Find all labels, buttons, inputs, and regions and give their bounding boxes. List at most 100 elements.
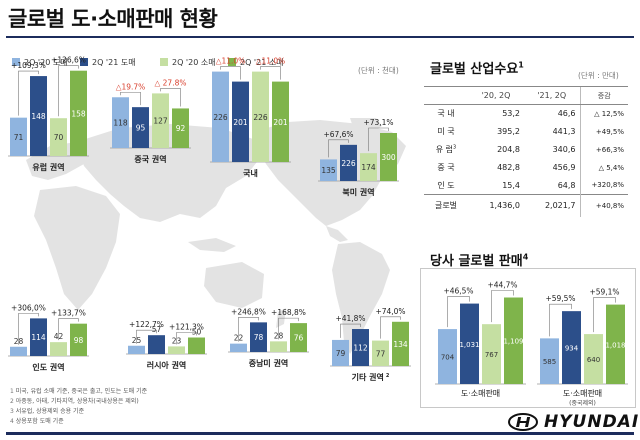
bar-value-label: 95 — [136, 124, 146, 133]
bar — [30, 318, 47, 356]
wholesale-change-label: +59,5% — [545, 294, 575, 303]
table-cell-2q21: 64,8 — [557, 180, 576, 190]
wholesale-change-label: +122,7% — [129, 320, 164, 329]
sales-group-ex-china: 585 934 640 1,018 +59,5% +59,1% 도·소매판매(중국제외) — [537, 288, 628, 407]
bar — [70, 323, 87, 356]
bar — [360, 153, 377, 181]
wholesale-change-label: +67,6% — [323, 130, 353, 139]
legend-swatch — [160, 58, 168, 66]
bar-value-label: 300 — [381, 153, 396, 162]
title-divider — [6, 36, 634, 38]
bar-value-label: 134 — [393, 340, 408, 349]
table-cell-2q20: 53,2 — [502, 109, 520, 119]
region-chart-latin-america: 22 78 28 76+246,8% +168,8%중남미 권역 — [228, 307, 309, 368]
bar-value-label: 78 — [254, 333, 264, 342]
region-title: 중국 권역 — [134, 154, 166, 164]
wholesale-change-label: +109,3% — [11, 61, 46, 70]
map-africa — [34, 186, 120, 310]
change-bracket — [368, 127, 389, 152]
change-bracket — [136, 329, 157, 344]
bar-value-label: 226 — [213, 113, 228, 122]
bar — [232, 81, 249, 162]
region-title: 중남미 권역 — [249, 358, 289, 368]
bar — [562, 311, 581, 384]
map-central-america — [326, 226, 348, 242]
bar — [438, 329, 457, 384]
bar-value-label: 148 — [31, 112, 46, 121]
change-bracket — [58, 318, 79, 341]
industry-demand-table: '20, 2Q '21, 2Q 증감 국 내 53,2 46,6 △ 12,5%… — [424, 86, 628, 217]
bar-value-label: 158 — [71, 109, 86, 118]
bar-value-label: 201 — [273, 118, 288, 127]
change-bracket — [120, 91, 141, 106]
footnote-2: 2 아중동, 아태, 기타지역, 상용차(국내상용은 제외) — [10, 397, 147, 407]
group-sublabel: (중국제외) — [569, 399, 596, 407]
table-cell-2q21: 456,9 — [552, 163, 576, 172]
legend-label: 2Q '21 도매 — [92, 57, 136, 67]
footnote-1: 1 미국, 유럽 소매 기준, 중국은 출고, 인도는 도매 기준 — [10, 387, 147, 397]
bar — [112, 97, 129, 148]
global-sales-title: 당사 글로벌 판매4 — [430, 250, 528, 269]
industry-demand-title: 글로벌 산업수요1 — [430, 58, 524, 77]
legend-item-2q21-retail: 2Q '21 소매 — [228, 56, 284, 68]
bar — [212, 71, 229, 162]
table-row: 미 국 395,2 441,3 +49,5% — [424, 122, 628, 141]
table-header-2q21: '21, 2Q — [524, 86, 580, 105]
bar-value-label: 127 — [153, 117, 168, 126]
map-australia — [204, 262, 264, 308]
bar — [152, 93, 169, 148]
bar — [168, 346, 185, 354]
legend-item-2q20-wholesale: 2Q '20 도매 — [12, 56, 68, 68]
bar — [392, 321, 409, 366]
table-row: 국 내 53,2 46,6 △ 12,5% — [424, 104, 628, 123]
map-greenland — [350, 118, 382, 134]
global-sales-frame — [420, 268, 636, 408]
retail-change-label: +44,7% — [487, 280, 517, 289]
wholesale-change-label: +306,0% — [11, 303, 46, 312]
bar-value-label: 79 — [336, 349, 346, 358]
change-bracket — [593, 297, 616, 333]
bar — [172, 108, 189, 148]
retail-change-label: +74,0% — [375, 307, 405, 316]
legend-label: 2Q '20 도매 — [24, 57, 68, 67]
change-bracket — [549, 303, 572, 337]
group-label: 도·소매판매 — [461, 389, 500, 398]
table-cell-region: 유 럽3 — [424, 141, 468, 159]
bar-value-label: 934 — [565, 345, 579, 353]
change-bracket — [18, 70, 39, 116]
bar — [252, 71, 269, 162]
change-bracket — [491, 290, 514, 323]
bar-value-label: 114 — [31, 333, 46, 342]
table-cell-change: +66,3% — [579, 140, 628, 159]
bar-value-label: 201 — [233, 118, 248, 127]
bar — [128, 345, 145, 354]
footnote-text: 서유럽, 상용제외 승용 기준 — [15, 408, 85, 415]
table-row: 유 럽3 204,8 340,6 +66,3% — [424, 140, 628, 159]
bar-value-label: 226 — [253, 113, 268, 122]
table-cell-2q21: 340,6 — [552, 145, 576, 154]
industry-demand-title-sup: 1 — [518, 60, 524, 70]
retail-change-label: +73,1% — [363, 118, 393, 127]
hyundai-logo: HYUNDAI — [508, 412, 639, 432]
bar — [352, 329, 369, 366]
regional-bar-charts: 71 148 70 158 +109,3% +126,6% 유럽 권역 118 95 127 92 △… — [8, 56, 411, 382]
region-chart-europe: 71 148 70 158 +109,3% +126,6% 유럽 권역 — [8, 56, 89, 172]
table-cell-2q21: 46,6 — [557, 109, 576, 119]
global-sales-title-sup: 4 — [522, 252, 529, 262]
map-indonesia — [188, 238, 236, 252]
bar — [132, 107, 149, 148]
bar-value-label: 76 — [294, 334, 304, 343]
retail-change-label: +168,8% — [271, 308, 306, 317]
bar-value-label: 226 — [341, 159, 356, 168]
footnote-index: 3 — [10, 408, 14, 415]
table-cell-2q20: 15,4 — [502, 180, 520, 190]
bar-value-label: 112 — [353, 344, 368, 353]
bar — [584, 334, 603, 384]
bar — [460, 303, 479, 384]
change-bracket — [380, 316, 401, 339]
bar-value-label: 704 — [441, 354, 455, 362]
legend-label: 2Q '21 소매 — [240, 57, 284, 67]
bar-value-label: 70 — [54, 133, 64, 142]
wholesale-change-label: +246,8% — [231, 307, 266, 316]
bar-value-label: 98 — [74, 336, 84, 345]
